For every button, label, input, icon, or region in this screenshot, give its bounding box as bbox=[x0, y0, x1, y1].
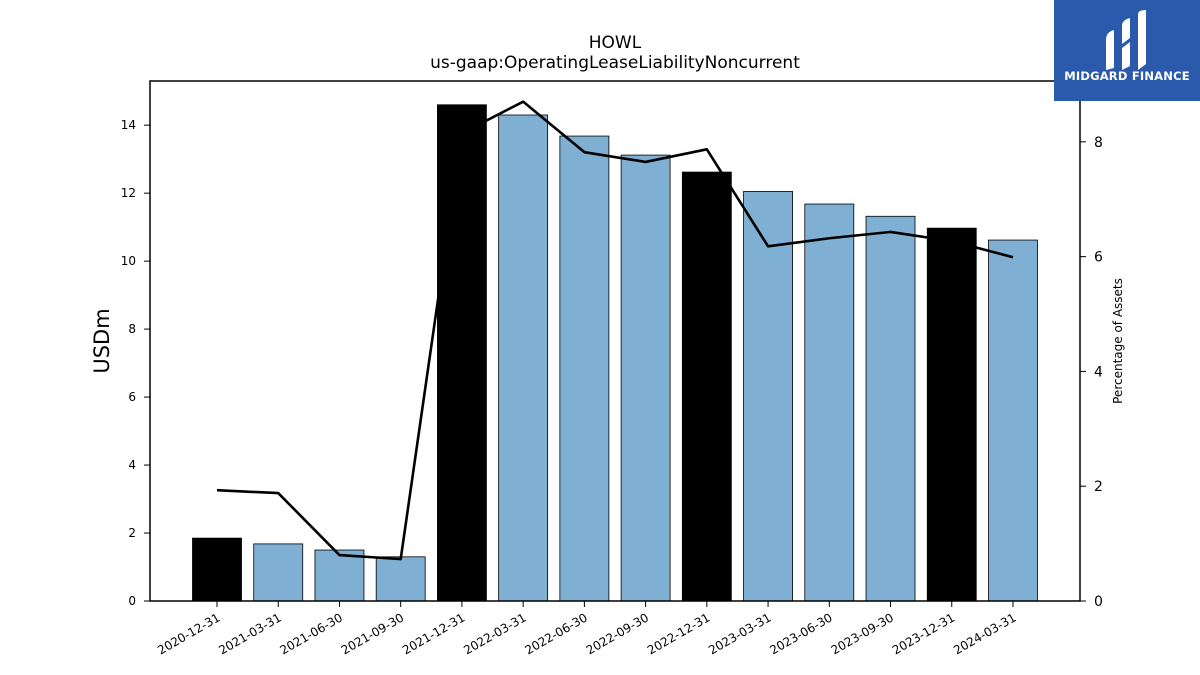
x-tick-label: 2021-03-31 bbox=[216, 610, 283, 657]
y2-tick-label: 6 bbox=[1094, 250, 1103, 266]
x-tick-label: 2023-12-31 bbox=[890, 610, 957, 657]
y-tick-label: 10 bbox=[121, 254, 136, 268]
bar-2023-03-31 bbox=[743, 191, 793, 602]
bar-2022-09-30 bbox=[620, 154, 671, 602]
y-tick-label: 6 bbox=[128, 390, 136, 404]
chart-subtitle: us-gaap:OperatingLeaseLiabilityNoncurren… bbox=[430, 53, 800, 73]
y-tick-label: 8 bbox=[128, 322, 136, 336]
x-tick-label: 2022-03-31 bbox=[461, 610, 528, 657]
y-axis: 0 2 4 6 8 10 12 14 bbox=[121, 118, 150, 608]
x-tick-label: 2024-03-31 bbox=[951, 610, 1018, 657]
bar-2022-06-30 bbox=[559, 135, 610, 602]
x-tick-label: 2022-06-30 bbox=[522, 610, 589, 657]
bar-2023-12-31 bbox=[926, 227, 977, 602]
x-tick-label: 2022-12-31 bbox=[645, 610, 712, 657]
bar-2021-06-30 bbox=[314, 549, 365, 602]
y-tick-label: 4 bbox=[128, 458, 136, 472]
y2-axis-label: Percentage of Assets bbox=[1111, 278, 1125, 404]
bar-2021-12-31 bbox=[437, 104, 487, 602]
bar-2022-03-31 bbox=[498, 114, 549, 602]
x-tick-label: 2023-09-30 bbox=[829, 610, 896, 657]
x-tick-label: 2023-06-30 bbox=[767, 610, 834, 657]
bar-2022-12-31 bbox=[681, 171, 732, 602]
bar-2023-09-30 bbox=[865, 215, 916, 602]
x-tick-label: 2021-12-31 bbox=[400, 610, 467, 657]
y2-tick-label: 8 bbox=[1094, 135, 1103, 151]
x-tick-label: 2021-06-30 bbox=[278, 610, 345, 657]
logo-text: MIDGARD FINANCE bbox=[1064, 69, 1190, 83]
y-tick-label: 12 bbox=[121, 186, 136, 200]
bar-2020-12-31 bbox=[192, 537, 242, 602]
midgard-finance-logo-icon bbox=[1106, 10, 1146, 70]
plot-frame bbox=[149, 80, 1081, 602]
chart-title: HOWL bbox=[589, 33, 642, 53]
y-tick-label: 14 bbox=[121, 118, 136, 132]
bar-2021-03-31 bbox=[253, 543, 304, 602]
bar-2024-03-31 bbox=[988, 239, 1038, 602]
line-group bbox=[216, 100, 1014, 561]
y2-axis: 0 2 4 6 8 bbox=[1080, 135, 1103, 610]
x-tick-label: 2022-09-30 bbox=[584, 610, 651, 657]
y2-tick-label: 4 bbox=[1094, 364, 1103, 380]
y2-tick-label: 2 bbox=[1094, 479, 1103, 495]
y-axis-label: USDm bbox=[90, 308, 114, 373]
percentage-of-assets-line bbox=[216, 100, 1014, 561]
bar-2023-06-30 bbox=[804, 203, 855, 602]
x-tick-label: 2020-12-31 bbox=[155, 610, 222, 657]
x-tick-label: 2021-09-30 bbox=[339, 610, 406, 657]
midgard-finance-logo: MIDGARD FINANCE bbox=[1054, 0, 1200, 101]
bar-group bbox=[192, 104, 1038, 602]
y2-tick-label: 0 bbox=[1094, 594, 1103, 610]
bar-2021-09-30 bbox=[375, 556, 426, 602]
y-tick-label: 0 bbox=[128, 594, 136, 608]
x-axis: 2020-12-312021-03-312021-06-302021-09-30… bbox=[155, 601, 1018, 657]
x-tick-label: 2023-03-31 bbox=[706, 610, 773, 657]
y-tick-label: 2 bbox=[128, 526, 136, 540]
